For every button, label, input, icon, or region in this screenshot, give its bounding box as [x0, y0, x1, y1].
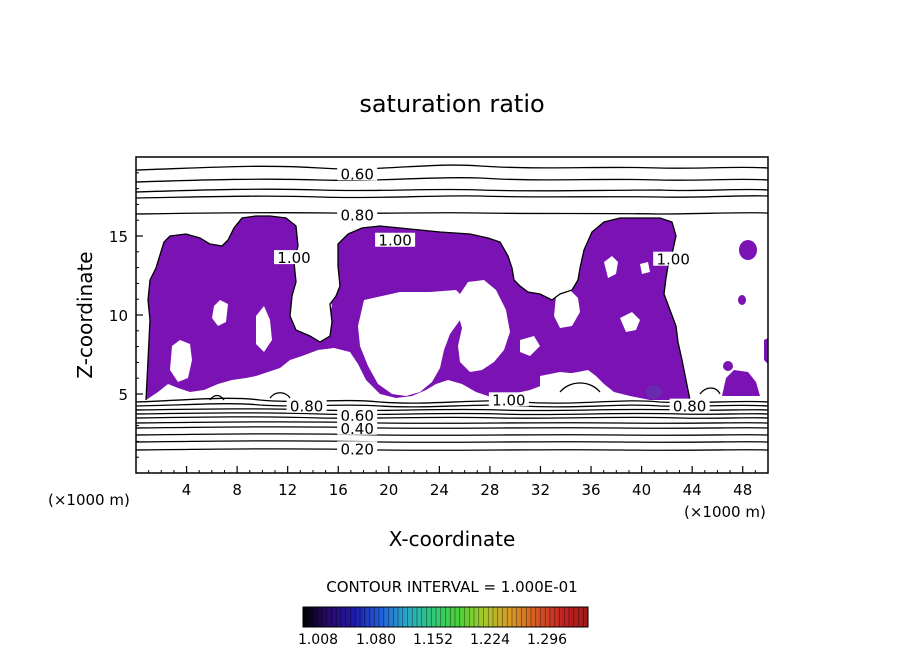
contour-labels: 0.600.801.001.00 1.000.80 0.801.000.600.40… — [274, 165, 710, 458]
contour-label: 0.80 — [340, 206, 373, 224]
contour-line — [136, 195, 768, 199]
x-tick-label: 8 — [232, 481, 242, 499]
cloud-hole — [358, 290, 466, 396]
y-tick-label: 10 — [109, 307, 128, 325]
y-tick-label: 15 — [109, 228, 128, 246]
colorbar: 1.008 1.080 1.152 1.224 1.296 — [298, 606, 589, 648]
cloud-hole — [640, 262, 650, 274]
y-axis-label: Z-coordinate — [73, 251, 97, 378]
cloud-hole — [212, 300, 228, 326]
contour-line — [136, 433, 768, 436]
contour-line — [136, 421, 768, 424]
cloud-hole — [646, 385, 662, 399]
contour-label-bg — [337, 207, 378, 222]
contour-label: 1.00 — [492, 391, 525, 409]
cloud-hole — [554, 290, 580, 328]
contour-label-bg — [286, 398, 327, 413]
contour-label-bg — [653, 251, 694, 266]
contour-label: 0.80 — [673, 398, 706, 416]
contour-line — [136, 176, 768, 183]
cloud-hole — [170, 340, 192, 382]
contour-label: 1.00 — [656, 251, 689, 269]
x-unit-label-left: (×1000 m) — [48, 491, 130, 509]
cloud-hole — [514, 236, 552, 262]
contour-label-bg — [337, 441, 378, 456]
contour-label: 0.80 — [290, 398, 323, 416]
plot-area: 0.600.801.001.00 1.000.80 0.801.000.600.40… — [109, 156, 769, 499]
contour-label: 1.00 — [378, 232, 411, 250]
colorbar-tick-label: 1.008 — [298, 632, 338, 648]
cloud-hole — [256, 306, 272, 352]
x-tick-label: 40 — [632, 481, 651, 499]
contour-line — [136, 188, 768, 193]
x-tick-label: 28 — [480, 481, 499, 499]
y-axis-ticks: 5 10 15 — [109, 172, 143, 458]
x-tick-label: 12 — [278, 481, 297, 499]
x-tick-label: 24 — [430, 481, 449, 499]
cloud-region-right — [722, 370, 760, 396]
cloud-blob — [738, 295, 746, 305]
cloud-hole — [604, 256, 618, 278]
x-tick-label: 48 — [733, 481, 752, 499]
contour-interval-text: CONTOUR INTERVAL = 1.000E-01 — [326, 578, 577, 596]
x-tick-label: 44 — [683, 481, 702, 499]
contour-label: 1.00 — [277, 249, 310, 267]
contour-line — [136, 426, 768, 429]
chart-title: saturation ratio — [359, 90, 544, 118]
colorbar-tick-label: 1.296 — [527, 632, 567, 648]
colorbar-tick-label: 1.080 — [356, 632, 396, 648]
x-axis-label: X-coordinate — [389, 527, 516, 551]
contour-line — [145, 215, 691, 401]
contour-line — [136, 403, 768, 408]
contour-label-bg — [274, 250, 314, 265]
contour-label: 0.60 — [340, 407, 373, 425]
cloud-blob — [723, 361, 733, 371]
contour-line — [136, 448, 768, 451]
cloud-region-edge — [764, 338, 768, 364]
x-tick-label: 4 — [182, 481, 192, 499]
contour-label-bg — [337, 166, 378, 181]
cloud-hole — [620, 312, 640, 332]
contour-label-bg — [488, 392, 529, 407]
colorbar-tick-label: 1.152 — [413, 632, 453, 648]
contour-label: 0.60 — [340, 165, 373, 183]
x-tick-label: 32 — [531, 481, 550, 499]
contour-label-bg — [337, 420, 378, 435]
contour-line — [136, 412, 768, 416]
contour-line — [136, 416, 768, 419]
cloud-blob — [739, 240, 757, 260]
contour-line — [136, 164, 768, 171]
contour-line — [136, 397, 768, 404]
x-tick-label: 36 — [581, 481, 600, 499]
contour-label: 0.40 — [340, 420, 373, 438]
contour-line — [136, 440, 768, 443]
cloud-hole — [298, 286, 332, 324]
contour-line — [136, 211, 768, 215]
colorbar-ticks: 1.008 1.080 1.152 1.224 1.296 — [298, 607, 584, 648]
y-tick-label: 5 — [118, 386, 128, 404]
cloud-hole — [520, 336, 540, 356]
contour-line — [209, 382, 721, 401]
contour-label-bg — [669, 398, 710, 413]
cloud-hole — [456, 280, 510, 372]
contour-label: 0.20 — [340, 440, 373, 458]
contour-lines — [136, 164, 768, 451]
contour-label-bg — [337, 408, 378, 423]
x-tick-label: 20 — [379, 481, 398, 499]
colorbar-tick-label: 1.224 — [470, 632, 510, 648]
contour-label-bg — [375, 232, 416, 247]
x-tick-label: 16 — [329, 481, 348, 499]
x-unit-label-right: (×1000 m) — [684, 503, 766, 521]
x-axis-ticks: 4 8 12 16 20 24 28 32 36 40 44 48 — [148, 466, 756, 499]
